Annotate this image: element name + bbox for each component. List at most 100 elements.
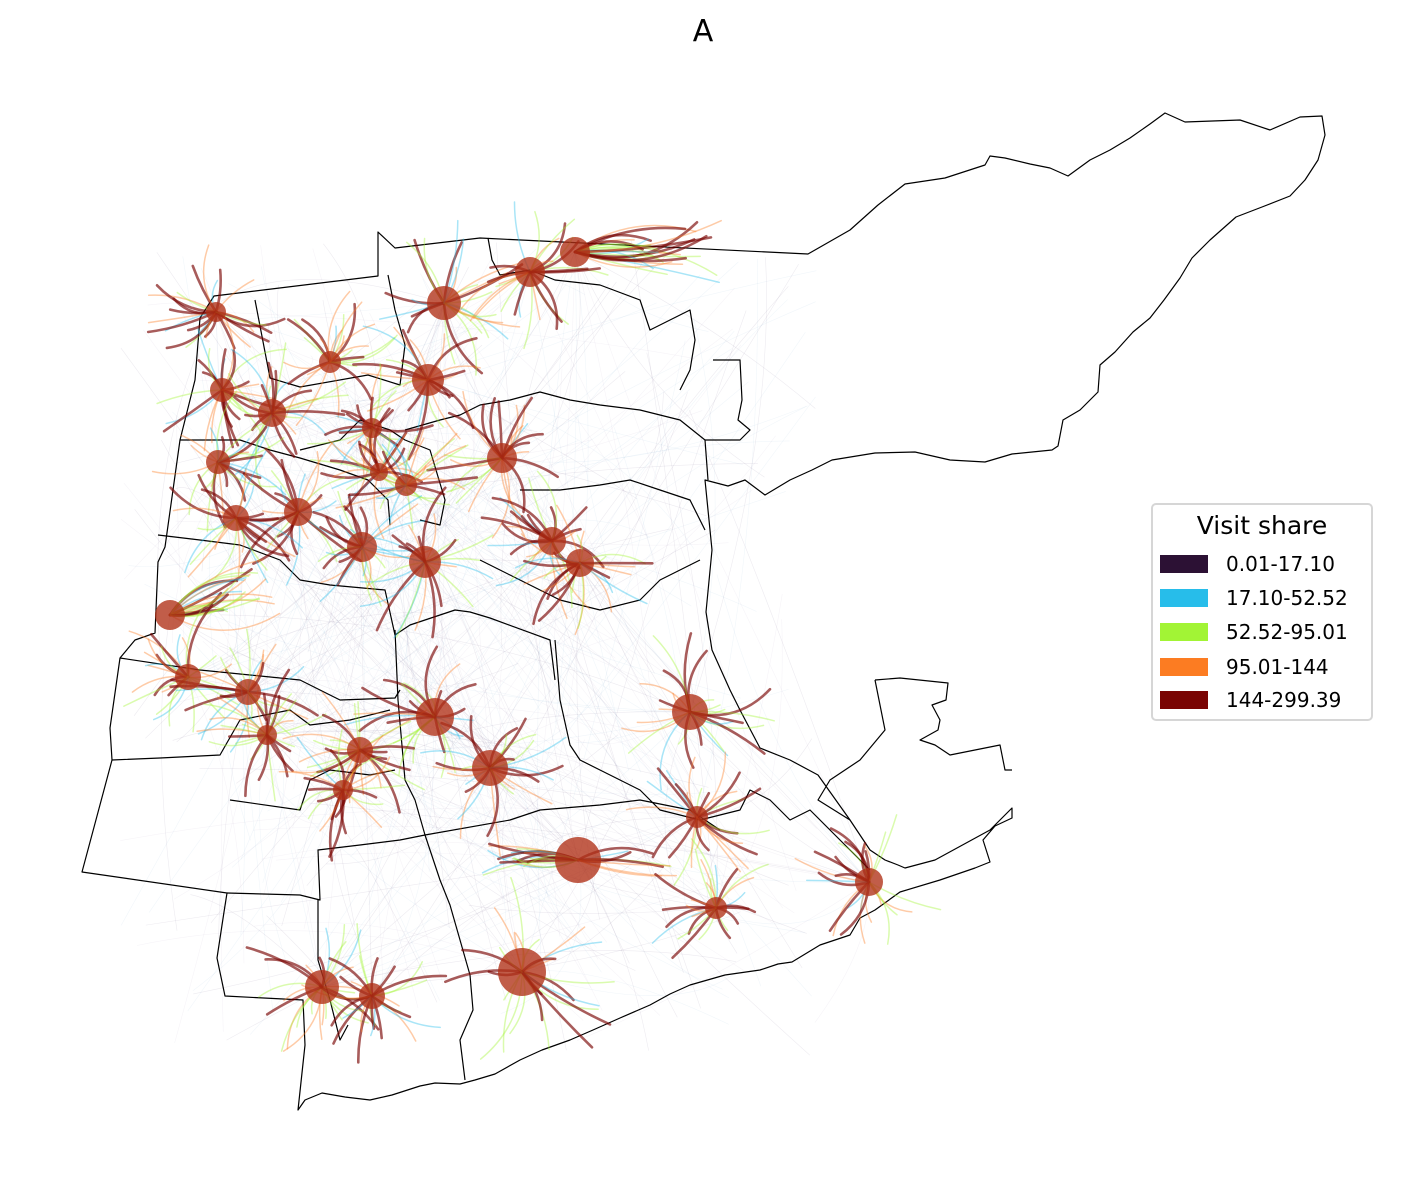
background-flow-line [646,352,718,909]
background-flow-line [156,252,491,769]
background-flow-line [218,645,870,883]
legend-item: 52.52-95.01 [1160,620,1348,644]
background-flow-line [177,302,445,323]
hub-marker [258,399,286,427]
background-flow-line [247,328,733,693]
background-flow-line [577,310,747,861]
background-flow-line [361,301,816,548]
hub-marker [498,948,546,996]
hub-marker [284,498,312,526]
background-flow-line [180,309,219,463]
background-flow-line [496,242,579,861]
background-flow-line [321,782,681,988]
background-flow-line [579,344,742,564]
flow-line [573,234,708,262]
hub-marker [855,868,883,896]
background-flow-line [176,517,243,743]
background-flow-line [249,716,436,1035]
background-flow-line [128,511,299,568]
background-flow-line [247,371,626,693]
background-flow-line [199,768,698,818]
background-flow-line [220,517,237,1032]
background-flow-line [424,389,690,563]
background-flow-line [361,546,368,831]
background-flow-line [579,562,803,969]
flow-line [574,245,718,276]
background-flow-line [120,807,698,841]
background-flow-line [551,540,642,773]
background-flow-line [321,734,619,988]
background-flow-line [226,859,579,1041]
background-flow-line [489,767,649,1051]
background-flow-line [369,312,698,818]
district-line-6 [394,629,474,1081]
hub-marker [555,837,601,883]
background-flow-line [263,511,302,896]
background-flow-line [533,816,698,857]
hub-marker [206,450,230,474]
background-flow-line [447,711,691,903]
background-flow-line [321,911,741,988]
background-flow-line [715,619,783,909]
background-flow-line [434,716,507,946]
background-flow-line [145,859,579,926]
outer-boundary [81,112,1326,1111]
background-flow-line [443,302,474,605]
hub-marker [515,257,545,287]
legend-item: 95.01-144 [1160,655,1329,679]
background-flow-line [321,391,375,988]
background-flow-line [709,747,870,883]
hub-marker [416,698,454,736]
background-flow-line [390,859,579,984]
background-flow-line [427,379,818,829]
background-flow-line [321,800,709,988]
background-flow-line [443,302,604,574]
background-flow-line [424,561,786,820]
background-flow-line [297,511,384,997]
legend-item: 144-299.39 [1160,688,1341,712]
background-flow-line [175,484,407,523]
hub-marker [686,806,708,828]
background-flow-line [188,679,870,883]
background-flow-line [424,302,450,699]
background-flow-line [247,348,733,693]
legend-swatch [1160,691,1208,709]
background-flow-line [133,379,429,716]
background-flow-line [427,379,750,909]
legend-label: 95.01-144 [1226,655,1329,679]
background-flow-line [297,511,356,927]
background-flow-line [259,768,523,973]
background-flow-line [179,490,579,861]
background-flow-line [207,471,380,569]
background-flow-line [468,904,717,914]
background-flow-line [217,461,245,935]
background-flow-line [259,734,287,964]
background-flow-line [371,427,738,954]
background-flow-line [574,251,816,409]
background-flow-line [371,466,454,997]
background-flow-line [489,299,788,769]
background-flow-line [361,458,573,548]
hub-marker [235,679,261,705]
background-flow-line [321,264,799,988]
background-flow-line [187,789,344,1012]
background-flow-line [371,392,688,997]
background-flow-line [123,483,249,693]
background-flow-line [297,502,507,519]
background-flow-line [329,361,458,873]
background-flow-line [290,733,717,909]
background-flow-line [368,457,503,906]
background-flow-line [326,767,491,865]
background-flow-line [387,402,698,818]
background-flow-line [689,500,870,883]
background-flow-line [292,561,426,829]
background-flow-line [312,248,491,769]
district-line-2 [180,439,391,526]
background-flow-line [271,412,562,706]
background-flow-line [321,796,516,988]
background-flow-line [424,561,603,1011]
hub-marker [395,474,417,496]
background-flow-line [220,614,691,713]
background-flow-line [266,284,609,736]
